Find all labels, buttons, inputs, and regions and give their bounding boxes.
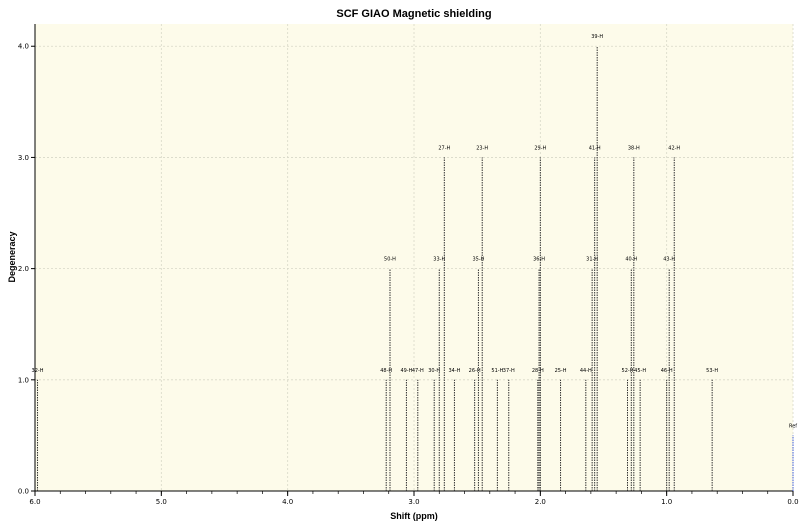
peak-label: 26-H <box>469 368 481 374</box>
x-tick-label: 6.0 <box>29 498 40 506</box>
peak-label: 39-H <box>591 34 603 40</box>
y-axis-label: Degeneracy <box>7 231 17 282</box>
peak-label: 42-H <box>668 145 680 151</box>
peak-label: 41-H <box>589 145 601 151</box>
ticks: 6.0 5.0 4.0 3.0 2.0 1.0 0.0 0.0 1.0 2.0 3.0 4.0 <box>18 43 799 506</box>
peak-label: 34-H <box>448 368 460 374</box>
x-tick-label: 5.0 <box>156 498 167 506</box>
peak-label: 38-H <box>628 145 640 151</box>
peak-label: 48-H <box>380 368 392 374</box>
peak-label: 32-H <box>32 368 44 374</box>
peak-label: 23-H <box>476 145 488 151</box>
peak-label: 51-H <box>491 368 503 374</box>
peak-label: 46-H <box>661 368 673 374</box>
y-tick-label: 0.0 <box>18 488 29 496</box>
x-tick-label: 1.0 <box>661 498 672 506</box>
peak-label: 36-H <box>533 257 545 263</box>
peak-label: 47-H <box>412 368 424 374</box>
y-tick-label: 4.0 <box>18 43 29 51</box>
peak-label: 31-H <box>586 257 598 263</box>
chart-title: SCF GIAO Magnetic shielding <box>336 8 491 20</box>
peak-label: 29-H <box>534 145 546 151</box>
x-tick-label: 0.0 <box>787 498 798 506</box>
peak-label: 50-H <box>384 257 396 263</box>
x-tick-label: 4.0 <box>282 498 293 506</box>
peak-label: 53-H <box>706 368 718 374</box>
y-tick-label: 1.0 <box>18 376 29 384</box>
peak-label: 27-H <box>438 145 450 151</box>
peak-label: 40-H <box>625 257 637 263</box>
peak-label: 43-H <box>663 257 675 263</box>
x-tick-label: 3.0 <box>408 498 419 506</box>
x-tick-label: 2.0 <box>535 498 546 506</box>
peak-label: 49-H <box>400 368 412 374</box>
peaks: 32-H 48-H 50-H 49-H 47-H 30-H 33-H 27-H 34-H 26-H… <box>32 34 797 491</box>
peak-label: 25-H <box>555 368 567 374</box>
x-axis-label: Shift (ppm) <box>390 511 438 521</box>
y-tick-label: 3.0 <box>18 154 29 162</box>
peak-label: 35-H <box>472 257 484 263</box>
peak-label: 52-H <box>622 368 634 374</box>
peak-label: 28-H <box>532 368 544 374</box>
peak-label: 30-H <box>428 368 440 374</box>
peak-label: 44-H <box>580 368 592 374</box>
y-tick-label: 2.0 <box>18 265 29 273</box>
peak-label: Ref <box>789 423 797 429</box>
peak-label: 45-H <box>634 368 646 374</box>
peak-label: 33-H <box>433 257 445 263</box>
peak-label: 37-H <box>503 368 515 374</box>
